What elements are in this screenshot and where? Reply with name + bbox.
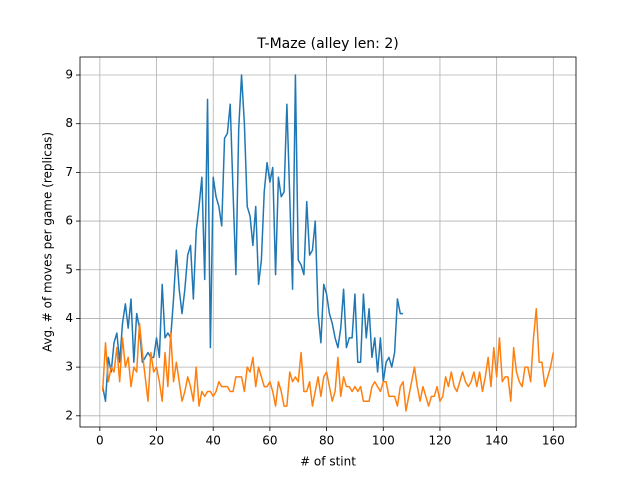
x-tick-label: 40 [206,434,221,448]
x-tick-label: 100 [372,434,395,448]
y-axis-label: Avg. # of moves per game (replicas) [41,132,55,352]
chart-title: T-Maze (alley len: 2) [256,36,398,52]
y-tick-label: 4 [65,311,73,325]
x-tick-label: 60 [262,434,277,448]
x-tick-label: 80 [319,434,334,448]
x-tick-label: 120 [429,434,452,448]
x-tick-label: 0 [96,434,104,448]
y-tick-label: 2 [65,408,73,422]
grid [80,57,576,427]
lines [101,74,555,412]
y-tick-label: 5 [65,262,73,276]
y-tick-label: 7 [65,165,73,179]
y-tick-label: 8 [65,116,73,130]
series-line [101,74,404,402]
x-axis-label: # of stint [300,455,356,469]
x-tick-label: 140 [485,434,508,448]
series-line [101,307,555,412]
x-tick-label: 20 [149,434,164,448]
plot-frame [79,56,577,428]
y-tick-label: 6 [65,214,73,228]
x-tick-label: 160 [542,434,565,448]
y-tick-label: 3 [65,360,73,374]
y-tick-label: 9 [65,68,73,82]
